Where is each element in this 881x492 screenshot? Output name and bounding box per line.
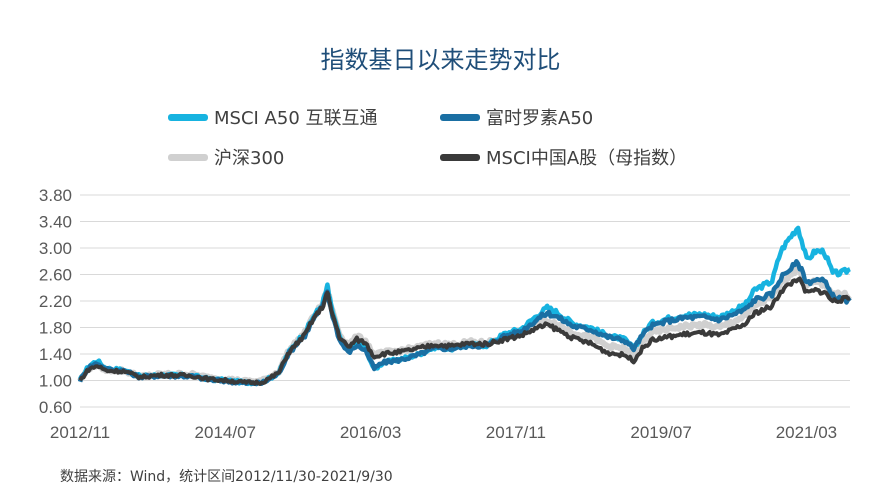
legend-label: MSCI A50 互联互通 [214,108,378,129]
legend-item-ftse-a50: 富时罗素A50 [440,104,593,130]
x-tick-label: 2017/11 [486,423,546,442]
series-line-3 [78,276,851,386]
source-note: 数据来源：Wind，统计区间2012/11/30-2021/9/30 [60,469,393,485]
y-tick-label: 3.80 [39,186,72,205]
x-tick-label: 2012/11 [50,423,110,442]
series-line-2 [77,265,852,385]
legend-swatch [168,113,208,121]
legend-item-csi300: 沪深300 [168,144,284,170]
x-tick-label: 2016/03 [340,423,401,442]
y-tick-label: 1.00 [39,372,72,391]
legend-label: MSCI中国A股（母指数） [486,148,688,169]
legend-item-msci-china-a: MSCI中国A股（母指数） [440,144,687,170]
legend-swatch [168,153,208,161]
y-tick-label: 1.80 [39,319,72,338]
y-tick-label: 3.40 [39,213,72,232]
legend-swatch [440,153,480,161]
y-tick-label: 1.40 [39,345,72,364]
legend-item-msci-a50: MSCI A50 互联互通 [168,104,378,130]
legend-swatch [440,113,480,121]
x-tick-label: 2014/07 [195,423,256,442]
y-tick-label: 2.20 [39,292,72,311]
y-tick-label: 2.60 [39,266,72,285]
series-line-0 [78,225,851,387]
y-tick-label: 0.60 [39,398,72,417]
legend-label: 沪深300 [214,148,285,169]
chart-title: 指数基日以来走势对比 [320,46,561,74]
legend-label: 富时罗素A50 [486,108,594,129]
x-tick-label: 2021/03 [776,423,837,442]
y-tick-label: 3.00 [39,239,72,258]
x-tick-label: 2019/07 [630,423,691,442]
